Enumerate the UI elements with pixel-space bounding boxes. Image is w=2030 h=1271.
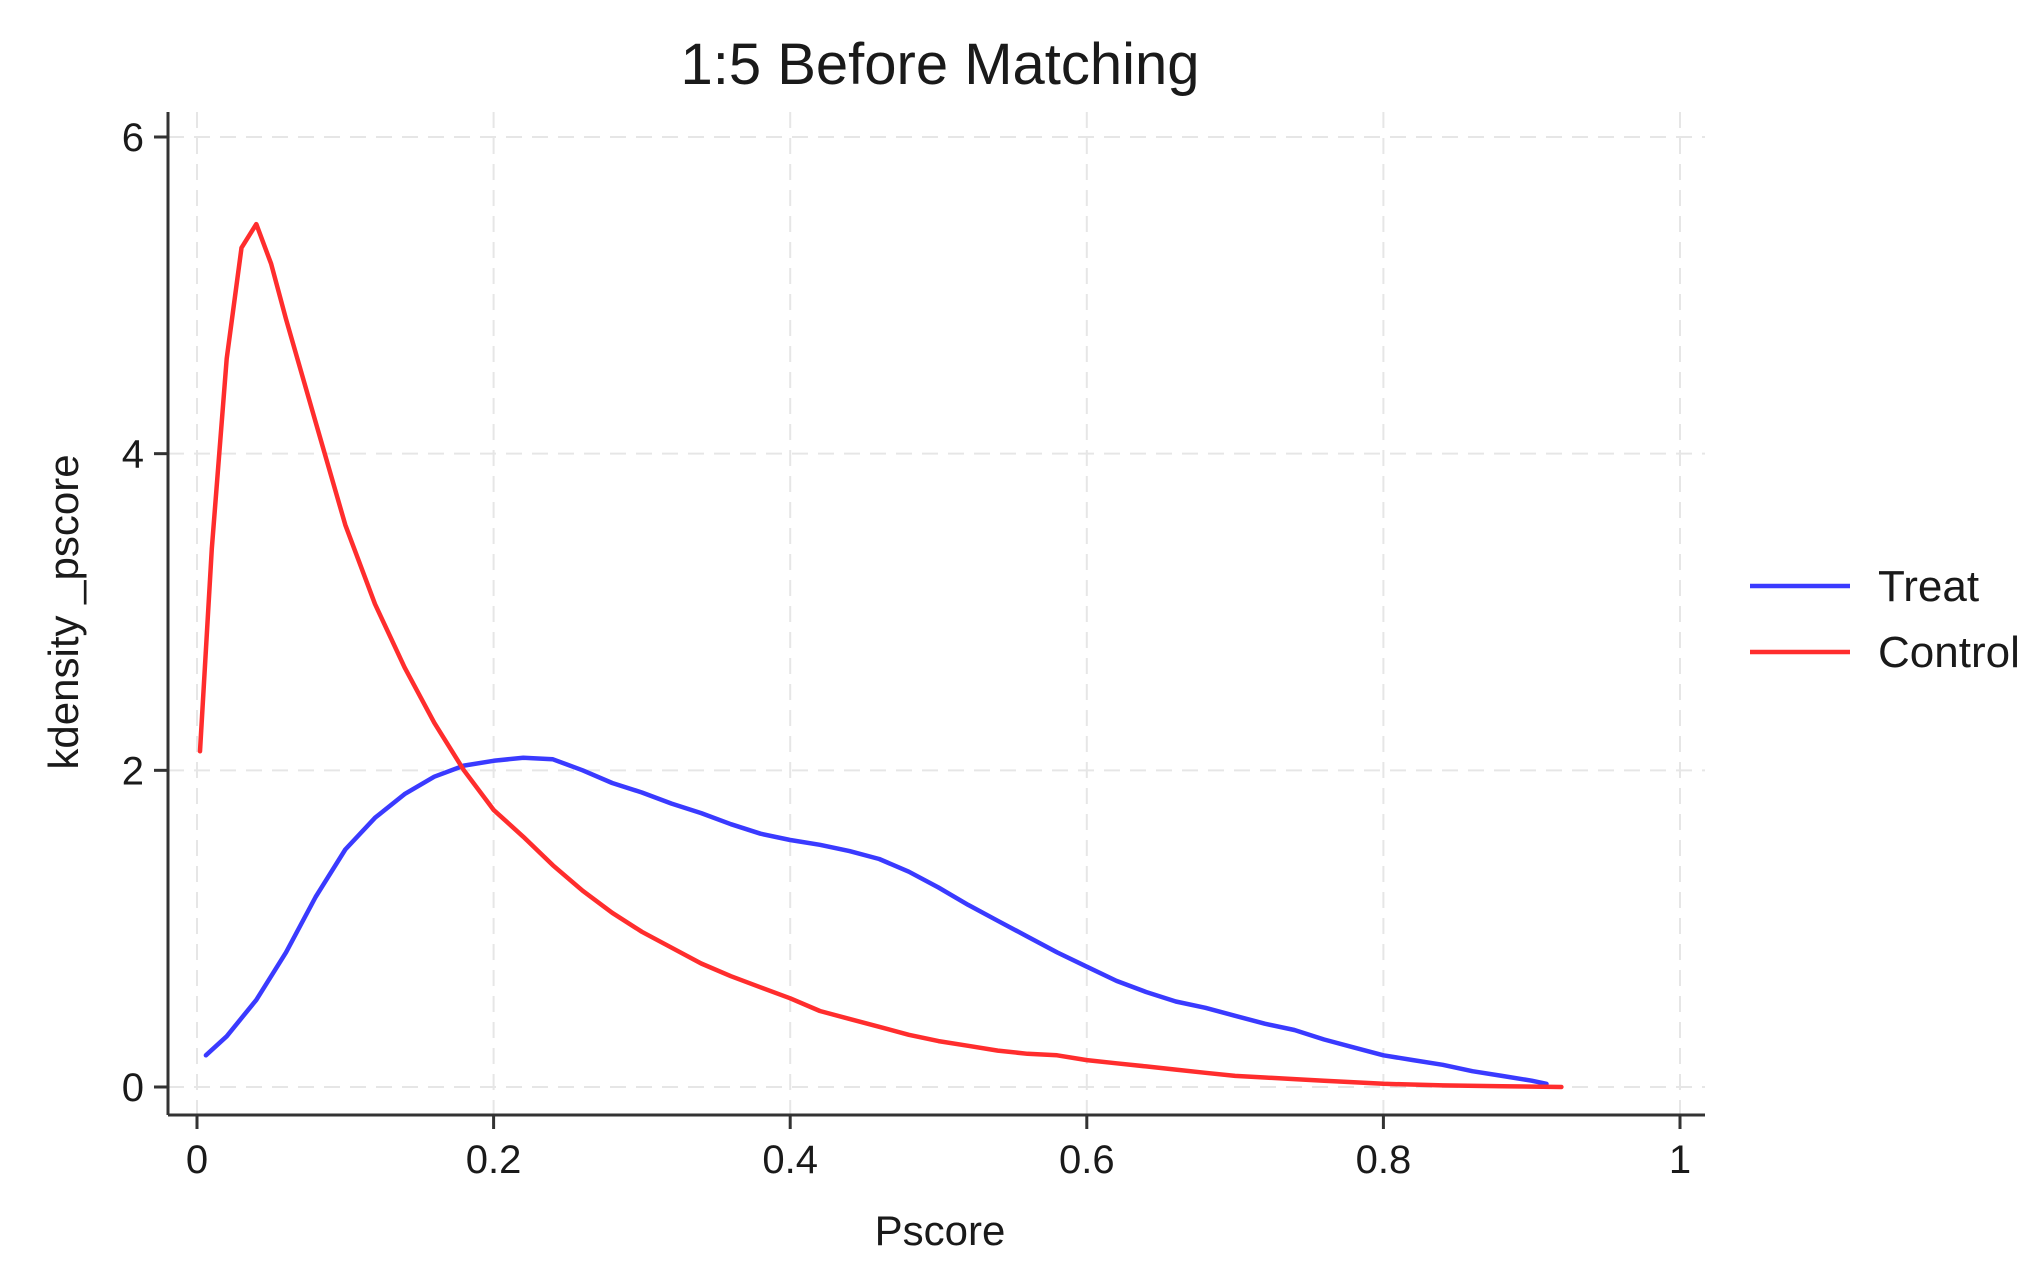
x-tick-label: 0.6 (1059, 1138, 1115, 1182)
grid-lines (168, 112, 1705, 1115)
series-lines (197, 221, 1564, 1090)
axes: 0 0.2 0.4 0.6 0.8 1 0 2 4 6 (122, 112, 1705, 1182)
series-line-control (197, 221, 1564, 1090)
x-tick-label: 1 (1669, 1138, 1691, 1182)
series-line-treat (203, 755, 1549, 1087)
x-tick-label: 0.8 (1356, 1138, 1412, 1182)
y-tick-label: 6 (122, 116, 144, 160)
x-tick-label: 0 (186, 1138, 208, 1182)
x-tick-label: 0.4 (762, 1138, 818, 1182)
legend-label-treat: Treat (1878, 562, 1979, 611)
y-tick-label: 4 (122, 433, 144, 477)
y-axis-label: kdensity _pscore (40, 454, 87, 769)
chart-title: 1:5 Before Matching (680, 32, 1199, 97)
legend-label-control: Control (1878, 628, 2020, 677)
x-tick-label: 0.2 (466, 1138, 522, 1182)
y-tick-label: 0 (122, 1066, 144, 1110)
x-axis-label: Pscore (875, 1207, 1006, 1254)
legend: Treat Control (1750, 562, 2020, 677)
y-tick-label: 2 (122, 749, 144, 793)
